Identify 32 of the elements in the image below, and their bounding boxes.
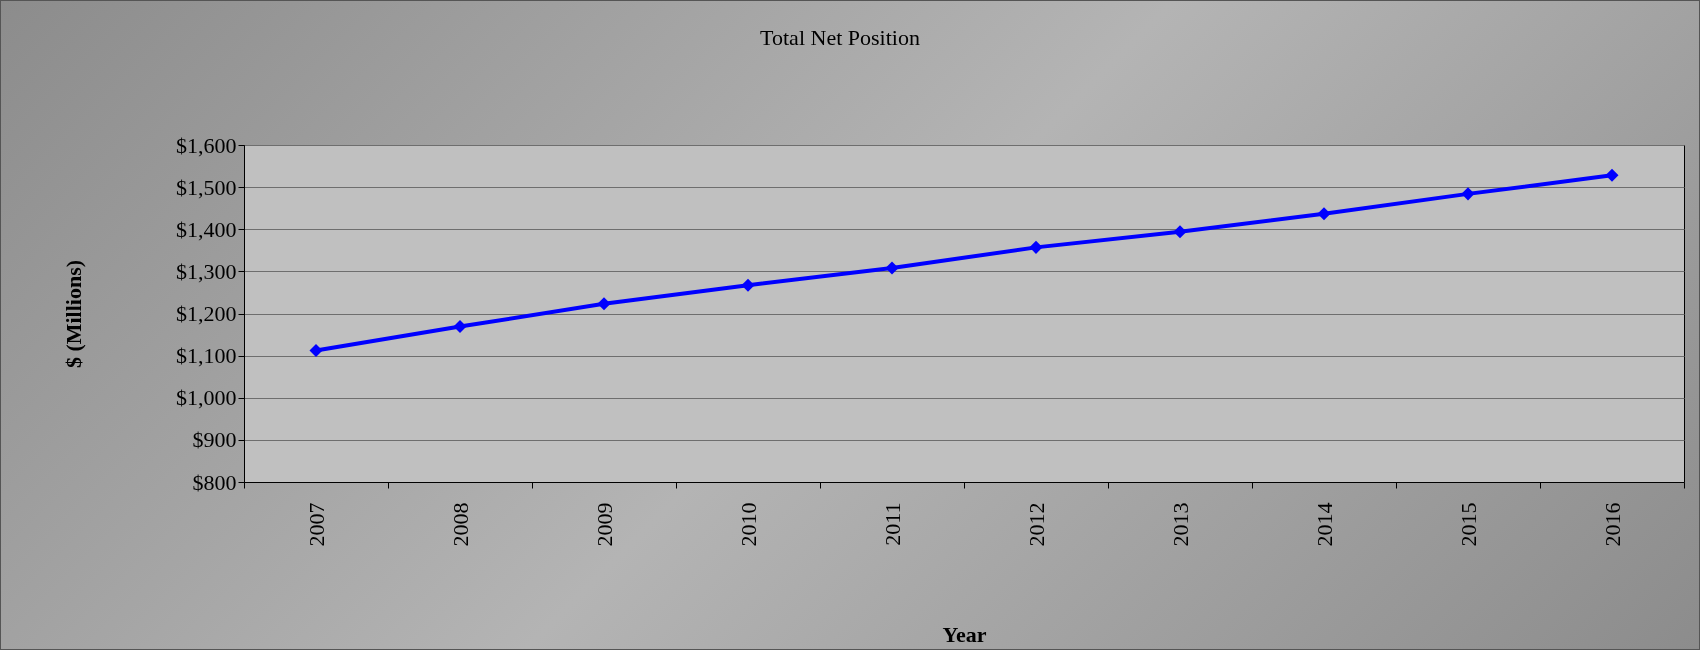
x-axis-title: Year xyxy=(942,621,987,647)
y-tick-label: $1,300 xyxy=(176,258,237,284)
point xyxy=(597,297,611,311)
point xyxy=(1173,225,1187,239)
x-tick-label: 2009 xyxy=(591,502,617,547)
x-tick-label: 2015 xyxy=(1455,502,1481,547)
x-tick-label: 2014 xyxy=(1311,502,1337,547)
x-tick-label: 2007 xyxy=(303,502,329,547)
x-tick-label: 2013 xyxy=(1167,502,1193,547)
y-axis-title: $ (Millions) xyxy=(61,259,86,369)
y-tick-label: $800 xyxy=(192,469,237,495)
y-tick-label: $1,500 xyxy=(176,174,237,200)
point xyxy=(1461,187,1475,201)
y-tick-label: $1,000 xyxy=(176,385,237,411)
point xyxy=(309,344,323,358)
point xyxy=(885,261,899,275)
x-tick-label: 2010 xyxy=(735,502,761,547)
y-tick-label: $1,100 xyxy=(176,343,237,369)
point xyxy=(1029,240,1043,254)
y-tick-label: $1,600 xyxy=(176,132,237,158)
point xyxy=(1605,168,1619,182)
x-tick-label: 2012 xyxy=(1023,502,1049,547)
y-tick-label: $1,200 xyxy=(176,301,237,326)
chart-title: Total Net Position xyxy=(760,25,920,50)
y-tick-label: $1,400 xyxy=(176,216,237,242)
y-tick-label: $900 xyxy=(192,427,237,453)
point xyxy=(741,278,755,292)
point xyxy=(1317,207,1331,221)
x-tick-label: 2011 xyxy=(879,502,905,546)
x-tick-label: 2008 xyxy=(447,502,473,547)
point xyxy=(453,320,467,334)
x-tick-label: 2016 xyxy=(1599,502,1625,547)
